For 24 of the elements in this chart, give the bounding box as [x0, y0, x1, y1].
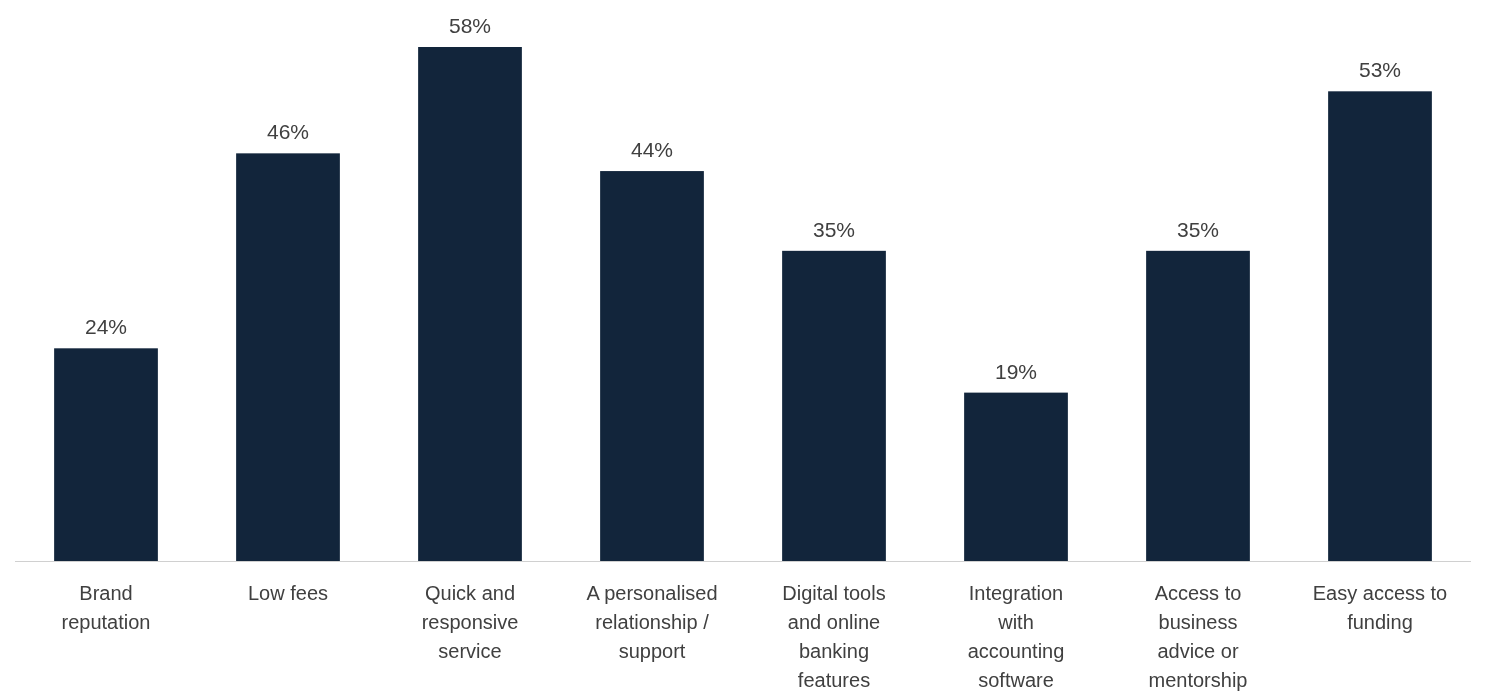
data-label: 24%: [84, 315, 128, 339]
x-tick-label: Digital tools and online banking features: [782, 582, 886, 691]
x-tick-label: Easy access to funding: [1312, 582, 1448, 633]
x-tick-label: Quick and responsive service: [421, 582, 519, 662]
x-tick-label: Low fees: [247, 582, 329, 604]
data-label: 46%: [266, 120, 310, 144]
data-label: 35%: [812, 217, 856, 241]
data-label: 35%: [1176, 217, 1220, 241]
x-tick-label: A personalised relationship / support: [586, 582, 718, 662]
x-tick-label: Integration with accounting software: [967, 582, 1065, 691]
bar: [236, 153, 340, 561]
bar: [964, 392, 1068, 561]
data-label: 44%: [630, 138, 674, 162]
bar: [782, 250, 886, 561]
data-label: 19%: [994, 359, 1038, 383]
bar: [418, 47, 522, 561]
data-label: 53%: [1358, 58, 1402, 82]
bar: [600, 171, 704, 561]
bar: [1328, 91, 1432, 561]
bar: [54, 348, 158, 561]
bar: [1146, 250, 1250, 561]
x-tick-label: Brand reputation: [61, 582, 151, 633]
x-tick-label: Access to business advice or mentorship: [1148, 582, 1248, 691]
data-label: 58%: [448, 14, 492, 37]
